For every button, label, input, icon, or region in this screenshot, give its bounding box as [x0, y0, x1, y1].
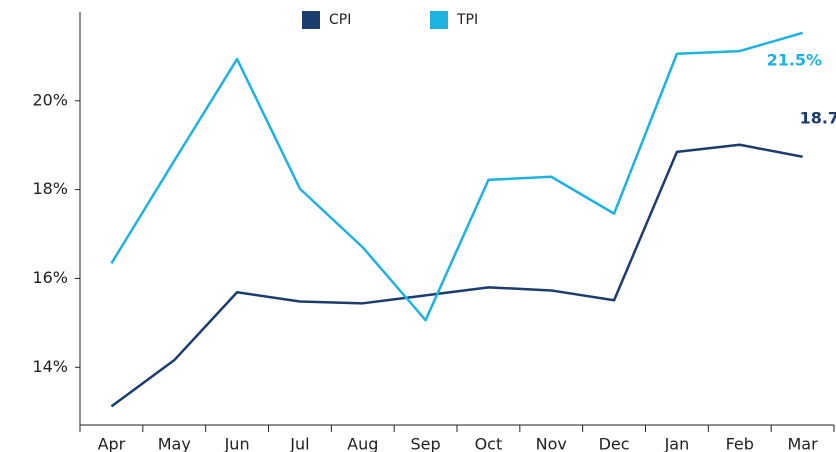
- x-tick-label: Mar: [787, 435, 818, 452]
- data-label: 21.5%: [767, 50, 823, 69]
- x-tick-label: May: [158, 435, 191, 452]
- x-tick-label: Jun: [224, 435, 250, 452]
- legend-label: TPI: [456, 12, 478, 28]
- x-tick-label: Apr: [98, 435, 126, 452]
- x-tick-label: Aug: [347, 435, 378, 452]
- y-tick-label: 20%: [32, 90, 68, 109]
- x-tick-label: Dec: [599, 435, 630, 452]
- y-tick-label: 18%: [32, 179, 68, 198]
- y-tick-label: 16%: [32, 268, 68, 287]
- legend-swatch: [302, 11, 320, 29]
- x-tick-label: Nov: [536, 435, 567, 452]
- y-tick-label: 14%: [32, 357, 68, 376]
- line-series: [110, 143, 803, 408]
- x-tick-label: Jan: [664, 435, 690, 452]
- legend-swatch: [430, 11, 448, 29]
- x-tick-label: Oct: [475, 435, 503, 452]
- legend-label: CPI: [329, 12, 351, 28]
- data-label: 18.7%: [800, 108, 836, 127]
- line-series: [110, 31, 803, 322]
- x-tick-label: Sep: [411, 435, 441, 452]
- x-tick-label: Jul: [289, 435, 309, 452]
- x-tick-label: Feb: [726, 435, 754, 452]
